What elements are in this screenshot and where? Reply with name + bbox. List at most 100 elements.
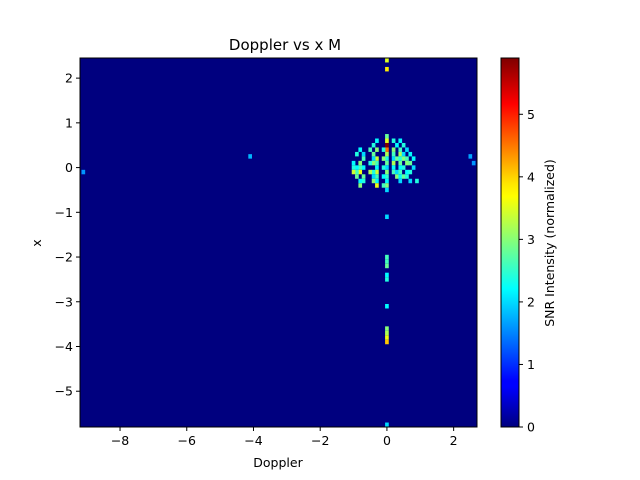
heatmap-cell (395, 169, 399, 175)
heatmap-cell (375, 165, 379, 170)
x-axis-label: Doppler (253, 455, 303, 470)
colorbar-tick-label: 4 (527, 169, 535, 184)
heatmap-cell (391, 165, 396, 170)
heatmap-cell (385, 214, 389, 220)
y-axis-label: x (29, 239, 44, 246)
heatmap-cell (358, 147, 363, 152)
heatmap-cell (351, 169, 356, 175)
heatmap-cell (375, 147, 379, 152)
y-tick-label: −4 (55, 339, 73, 354)
heatmap-cell (398, 169, 403, 175)
plot-frame (79, 57, 478, 428)
heatmap-cell (391, 151, 396, 157)
heatmap-cell (391, 138, 396, 143)
colorbar-tick-label: 3 (527, 232, 535, 247)
heatmap-cell (371, 151, 376, 157)
x-tick-label: 0 (383, 433, 391, 448)
heatmap-cell (385, 263, 389, 269)
heatmap-cell (385, 183, 389, 188)
y-tick-label: −2 (55, 250, 73, 265)
heatmap-cell (81, 169, 86, 175)
heatmap-cell (398, 151, 403, 157)
heatmap-cell (401, 151, 406, 157)
heatmap-cell (405, 156, 409, 161)
heatmap-cell (385, 254, 389, 260)
heatmap-cell (361, 174, 366, 179)
heatmap-cell (468, 154, 473, 159)
heatmap-cell (248, 154, 252, 159)
heatmap-cell (408, 178, 413, 184)
heatmap-cell (398, 174, 403, 179)
heatmap-cell (385, 339, 389, 345)
heatmap-cell (398, 178, 403, 184)
heatmap-cell (395, 174, 399, 179)
y-tick-label: −3 (55, 294, 73, 309)
heatmap-cell (385, 330, 389, 336)
heatmap-cell (401, 174, 406, 179)
heatmap-cell (405, 160, 409, 166)
heatmap-cell (398, 165, 403, 170)
heatmap-cell (375, 138, 379, 143)
heatmap-cell (401, 165, 406, 170)
colorbar-tick-label: 0 (527, 420, 535, 435)
y-tick-label: −5 (55, 384, 73, 399)
colorbar-tick-label: 5 (527, 107, 535, 122)
heatmap-cells (81, 58, 476, 427)
heatmap-cell (355, 151, 359, 157)
heatmap-cell (375, 169, 379, 175)
heatmap-cell (381, 147, 386, 152)
heatmap-cell (415, 178, 419, 184)
heatmap-cell (385, 326, 389, 331)
heatmap-cell (358, 178, 363, 184)
heatmap-cell (398, 160, 403, 166)
heatmap-cell (385, 58, 389, 63)
y-axis: −5 −4 −3 −2 −1 0 1 2 (55, 71, 80, 399)
heatmap-cell (385, 272, 389, 278)
plot-area (79, 57, 478, 428)
heatmap-cell (385, 422, 389, 427)
heatmap-cell (385, 178, 389, 184)
heatmap-cell (385, 160, 389, 166)
heatmap-cell (385, 169, 389, 175)
heatmap-cell (401, 156, 406, 161)
heatmap-background (80, 58, 477, 427)
y-tick-label: 2 (65, 71, 73, 86)
heatmap-cell (385, 147, 389, 152)
heatmap-cell (358, 169, 363, 175)
x-tick-label: 2 (450, 433, 458, 448)
heatmap-cell (385, 151, 389, 157)
heatmap-cell (351, 165, 356, 170)
heatmap-cell (398, 138, 403, 143)
heatmap-cell (391, 156, 396, 161)
heatmap-cell (385, 335, 389, 340)
heatmap-cell (361, 156, 366, 161)
heatmap-cell (361, 151, 366, 157)
heatmap-cell (355, 165, 359, 170)
heatmap-cell (411, 156, 416, 161)
heatmap-cell (385, 174, 389, 179)
x-tick-label: −2 (311, 433, 329, 448)
heatmap-cell (375, 174, 379, 179)
heatmap-cell (405, 169, 409, 175)
heatmap-cell (351, 160, 356, 166)
heatmap-cell (385, 165, 389, 170)
heatmap-cell (385, 277, 389, 282)
heatmap-cell (381, 183, 386, 188)
heatmap-cell (355, 169, 359, 175)
heatmap-cell (411, 165, 416, 170)
heatmap-cell (375, 183, 379, 188)
y-tick-label: −1 (55, 205, 73, 220)
heatmap-cell (385, 142, 389, 148)
heatmap-cell (368, 147, 373, 152)
heatmap-cell (358, 165, 363, 170)
heatmap-cell (385, 156, 389, 161)
heatmap-cell (371, 142, 376, 148)
heatmap-cell (405, 147, 409, 152)
colorbar-label: SNR Intensity (normalized) (542, 159, 557, 327)
colorbar-gradient (500, 57, 520, 428)
heatmap-cell (471, 160, 476, 166)
heatmap-cell (395, 156, 399, 161)
heatmap-cell (398, 156, 403, 161)
heatmap-cell (391, 160, 396, 166)
